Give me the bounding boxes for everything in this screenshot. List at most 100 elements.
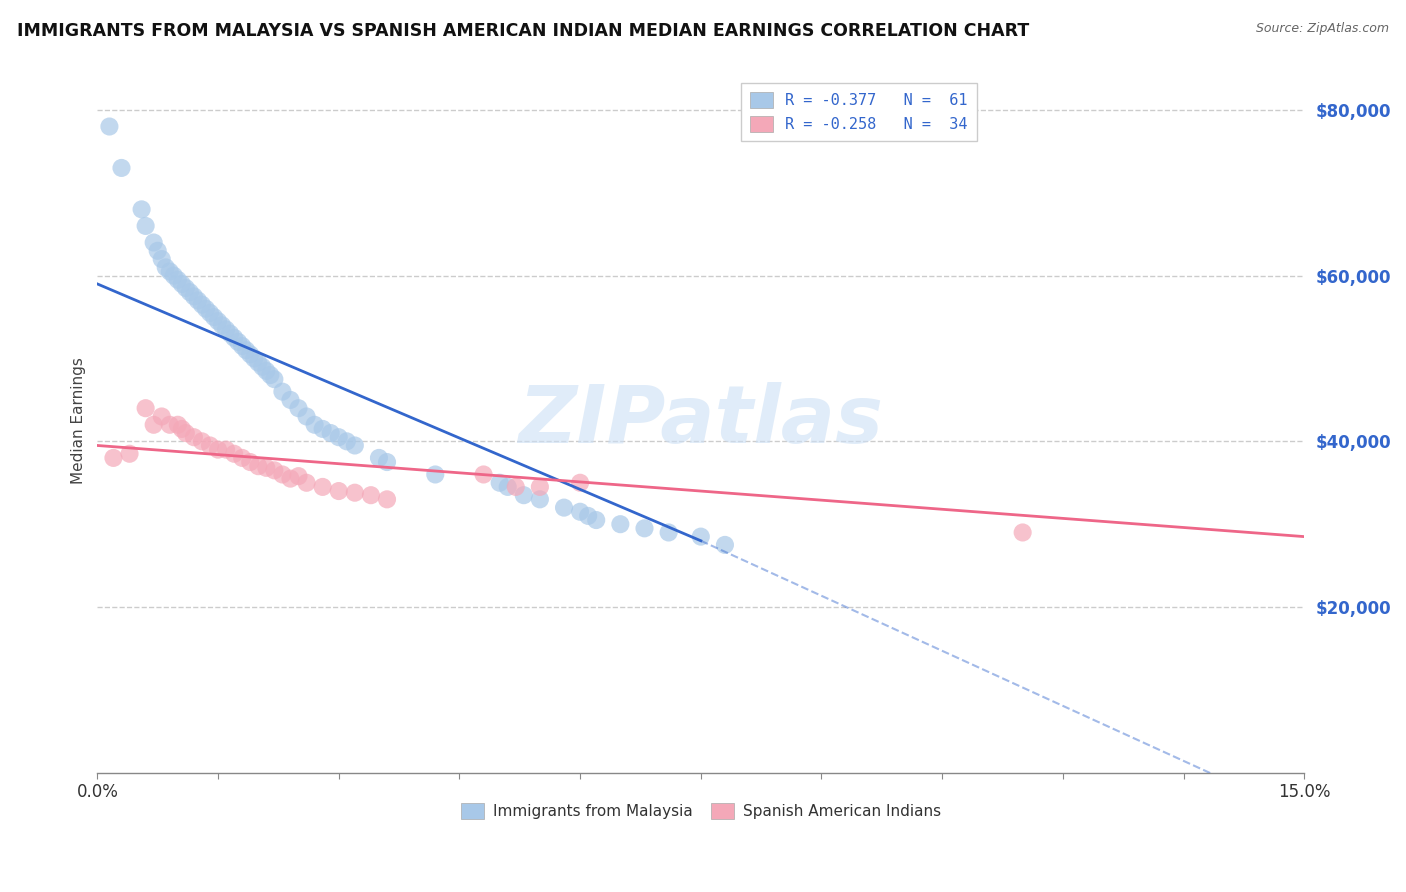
Point xyxy=(207,314,229,328)
Point xyxy=(174,281,197,295)
Point xyxy=(319,425,342,440)
Point xyxy=(235,343,257,358)
Point xyxy=(425,467,447,482)
Point xyxy=(311,422,333,436)
Point xyxy=(198,306,221,320)
Point xyxy=(146,244,169,258)
Point xyxy=(219,326,242,341)
Point xyxy=(304,417,326,432)
Point xyxy=(170,422,193,436)
Y-axis label: Median Earnings: Median Earnings xyxy=(72,357,86,484)
Point xyxy=(183,430,205,444)
Point xyxy=(207,442,229,457)
Point xyxy=(142,417,165,432)
Point xyxy=(247,459,270,474)
Point xyxy=(343,485,366,500)
Point xyxy=(569,505,592,519)
Point xyxy=(271,384,294,399)
Point xyxy=(170,277,193,291)
Point xyxy=(375,492,398,507)
Point xyxy=(211,318,233,333)
Point xyxy=(179,285,201,300)
Point xyxy=(311,480,333,494)
Point xyxy=(375,455,398,469)
Point xyxy=(254,460,277,475)
Text: IMMIGRANTS FROM MALAYSIA VS SPANISH AMERICAN INDIAN MEDIAN EARNINGS CORRELATION : IMMIGRANTS FROM MALAYSIA VS SPANISH AMER… xyxy=(17,22,1029,40)
Point xyxy=(714,538,737,552)
Point xyxy=(609,517,631,532)
Point xyxy=(328,430,350,444)
Point xyxy=(118,447,141,461)
Point xyxy=(368,450,391,465)
Point xyxy=(103,450,125,465)
Point xyxy=(1011,525,1033,540)
Point xyxy=(287,401,309,416)
Point xyxy=(254,364,277,378)
Point xyxy=(689,530,711,544)
Point xyxy=(295,475,318,490)
Point xyxy=(263,463,285,477)
Point xyxy=(259,368,281,382)
Point xyxy=(239,347,262,361)
Point xyxy=(174,425,197,440)
Point xyxy=(472,467,495,482)
Point xyxy=(159,264,181,278)
Point xyxy=(243,351,266,366)
Point xyxy=(336,434,359,449)
Point xyxy=(263,372,285,386)
Point xyxy=(247,356,270,370)
Point xyxy=(360,488,382,502)
Point xyxy=(159,417,181,432)
Point xyxy=(215,442,238,457)
Point xyxy=(280,392,302,407)
Point xyxy=(215,322,238,336)
Point xyxy=(287,469,309,483)
Point xyxy=(280,472,302,486)
Point xyxy=(166,417,188,432)
Point xyxy=(166,273,188,287)
Point xyxy=(163,268,186,283)
Point xyxy=(239,455,262,469)
Point xyxy=(98,120,121,134)
Point xyxy=(155,260,177,275)
Point xyxy=(110,161,132,175)
Point xyxy=(183,289,205,303)
Point xyxy=(224,331,246,345)
Point xyxy=(191,298,214,312)
Point xyxy=(576,508,599,523)
Point xyxy=(529,480,551,494)
Point xyxy=(150,252,173,266)
Point xyxy=(187,293,209,308)
Point xyxy=(252,359,274,374)
Point xyxy=(553,500,575,515)
Point xyxy=(529,492,551,507)
Point xyxy=(231,339,253,353)
Point xyxy=(224,447,246,461)
Point xyxy=(328,484,350,499)
Point xyxy=(198,438,221,452)
Legend: Immigrants from Malaysia, Spanish American Indians: Immigrants from Malaysia, Spanish Americ… xyxy=(454,797,948,825)
Text: ZIPatlas: ZIPatlas xyxy=(519,382,883,459)
Point xyxy=(226,334,249,349)
Point xyxy=(658,525,681,540)
Point xyxy=(505,480,527,494)
Point xyxy=(131,202,153,217)
Point xyxy=(202,310,225,324)
Point xyxy=(633,521,655,535)
Point xyxy=(194,301,217,316)
Point xyxy=(231,450,253,465)
Text: Source: ZipAtlas.com: Source: ZipAtlas.com xyxy=(1256,22,1389,36)
Point xyxy=(150,409,173,424)
Point xyxy=(271,467,294,482)
Point xyxy=(496,480,519,494)
Point xyxy=(142,235,165,250)
Point xyxy=(585,513,607,527)
Point xyxy=(135,401,157,416)
Point xyxy=(569,475,592,490)
Point xyxy=(513,488,536,502)
Point xyxy=(343,438,366,452)
Point xyxy=(488,475,510,490)
Point xyxy=(135,219,157,233)
Point xyxy=(191,434,214,449)
Point xyxy=(295,409,318,424)
